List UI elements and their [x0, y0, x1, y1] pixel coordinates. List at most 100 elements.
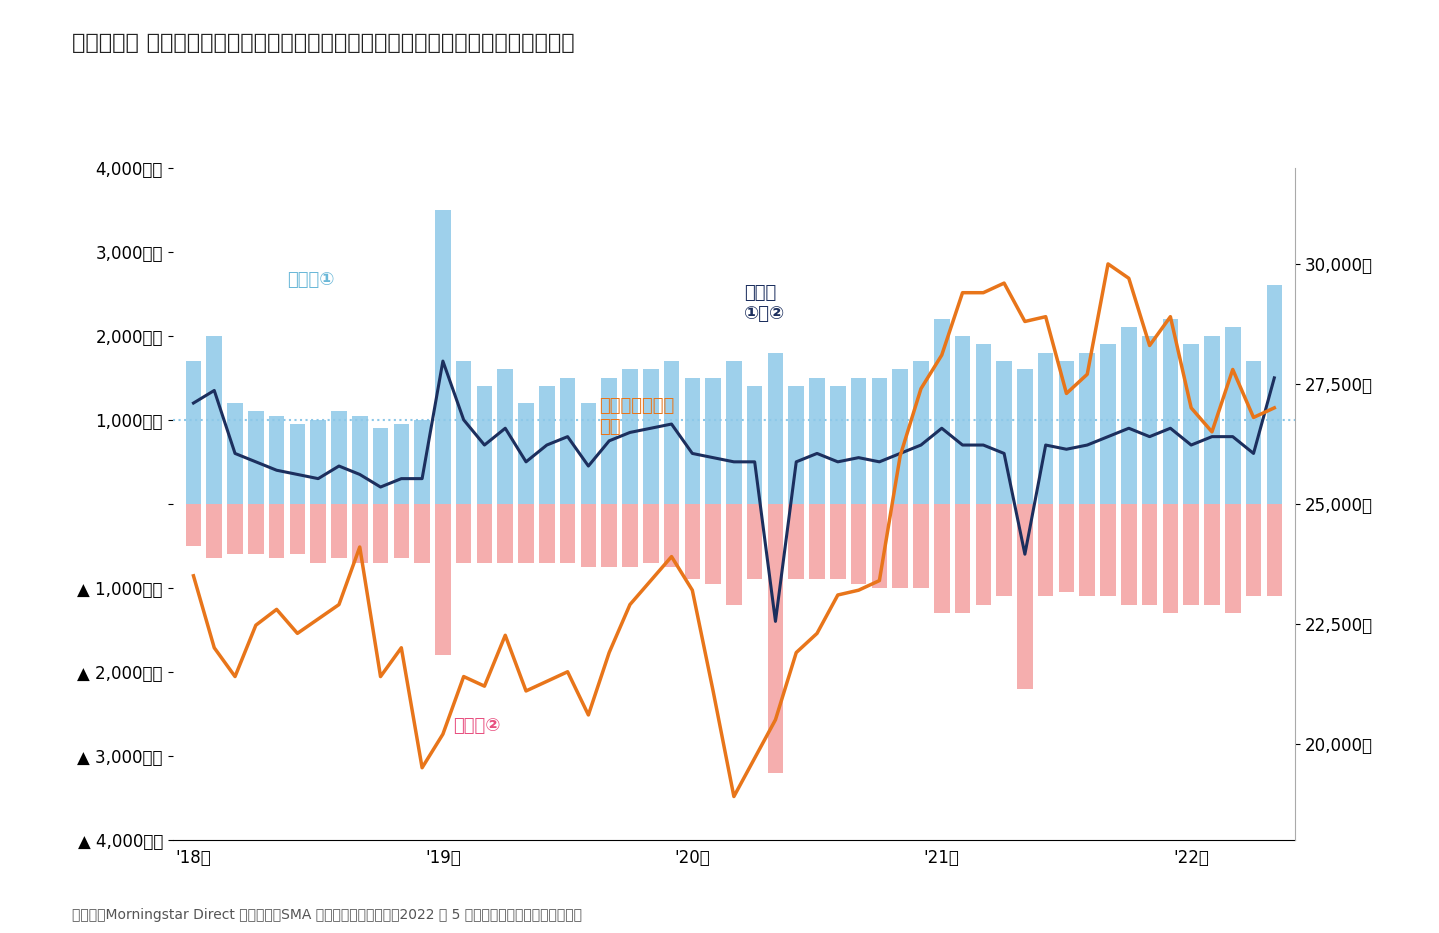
Bar [663, 361, 679, 504]
Bar [414, 504, 430, 563]
Bar [643, 504, 659, 563]
Text: 日経平均株価：
右軸: 日経平均株価： 右軸 [599, 397, 673, 436]
Bar [269, 504, 285, 558]
Bar [435, 210, 450, 504]
Bar [1017, 504, 1033, 689]
Bar [914, 504, 928, 588]
Bar [1163, 504, 1179, 613]
Text: 【図表４】 国内株式インデックス・ファンドの設定額、解約額、資金流出入の推移: 【図表４】 国内株式インデックス・ファンドの設定額、解約額、資金流出入の推移 [72, 33, 574, 52]
Bar [1079, 504, 1095, 596]
Bar [1183, 504, 1199, 605]
Bar [498, 504, 514, 563]
Bar [809, 378, 825, 504]
Bar [1101, 344, 1115, 504]
Bar [643, 369, 659, 504]
Bar [1246, 361, 1262, 504]
Text: 設定額①: 設定額① [286, 272, 334, 289]
Bar [1038, 504, 1053, 596]
Bar [663, 504, 679, 567]
Bar [850, 504, 866, 584]
Bar [622, 369, 637, 504]
Bar [353, 504, 367, 563]
Bar [914, 361, 928, 504]
Bar [1121, 504, 1137, 605]
Bar [1225, 327, 1240, 504]
Bar [872, 378, 888, 504]
Bar [747, 386, 763, 504]
Bar [289, 504, 305, 554]
Text: 解約額②: 解約額② [453, 717, 501, 734]
Bar [1266, 504, 1282, 596]
Bar [393, 504, 409, 558]
Bar [685, 504, 701, 579]
Bar [560, 504, 576, 563]
Bar [850, 378, 866, 504]
Bar [996, 361, 1012, 504]
Bar [311, 504, 327, 563]
Bar [1183, 344, 1199, 504]
Bar [996, 504, 1012, 596]
Bar [1163, 319, 1179, 504]
Bar [1059, 504, 1075, 592]
Bar [892, 504, 908, 588]
Bar [727, 504, 741, 605]
Bar [685, 378, 701, 504]
Bar [954, 504, 970, 613]
Bar [1059, 361, 1075, 504]
Bar [540, 504, 554, 563]
Bar [872, 504, 888, 588]
Bar [1079, 353, 1095, 504]
Bar [393, 424, 409, 504]
Bar [789, 386, 804, 504]
Bar [934, 319, 950, 504]
Bar [227, 504, 243, 554]
Bar [767, 353, 783, 504]
Bar [1141, 336, 1157, 504]
Bar [311, 420, 327, 504]
Bar [705, 504, 721, 584]
Bar [747, 504, 763, 579]
Bar [1121, 327, 1137, 504]
Bar [248, 411, 263, 504]
Bar [414, 420, 430, 504]
Bar [1017, 369, 1033, 504]
Bar [976, 344, 991, 504]
Bar [622, 504, 637, 567]
Bar [1225, 504, 1240, 613]
Bar [1204, 504, 1220, 605]
Bar [892, 369, 908, 504]
Bar [248, 504, 263, 554]
Bar [602, 504, 617, 567]
Text: （資料）Morningstar Direct より作成。SMA 専用ファンドは除く。2022 年 5 月は資金流出入のみで推計値。: （資料）Morningstar Direct より作成。SMA 専用ファンドは除… [72, 908, 581, 922]
Bar [373, 428, 389, 504]
Bar [976, 504, 991, 605]
Bar [1038, 353, 1053, 504]
Bar [518, 504, 534, 563]
Bar [269, 415, 285, 504]
Bar [830, 504, 846, 579]
Bar [373, 504, 389, 563]
Bar [206, 504, 222, 558]
Bar [186, 361, 201, 504]
Bar [186, 504, 201, 546]
Bar [331, 411, 347, 504]
Bar [727, 361, 741, 504]
Bar [580, 504, 596, 567]
Bar [456, 361, 472, 504]
Bar [476, 504, 492, 563]
Bar [498, 369, 514, 504]
Bar [954, 336, 970, 504]
Bar [789, 504, 804, 579]
Bar [435, 504, 450, 655]
Bar [1266, 285, 1282, 504]
Bar [353, 415, 367, 504]
Bar [456, 504, 472, 563]
Bar [809, 504, 825, 579]
Bar [206, 336, 222, 504]
Bar [540, 386, 554, 504]
Text: 流出入
①ー②: 流出入 ①ー② [744, 285, 786, 323]
Bar [476, 386, 492, 504]
Bar [705, 378, 721, 504]
Bar [1246, 504, 1262, 596]
Bar [934, 504, 950, 613]
